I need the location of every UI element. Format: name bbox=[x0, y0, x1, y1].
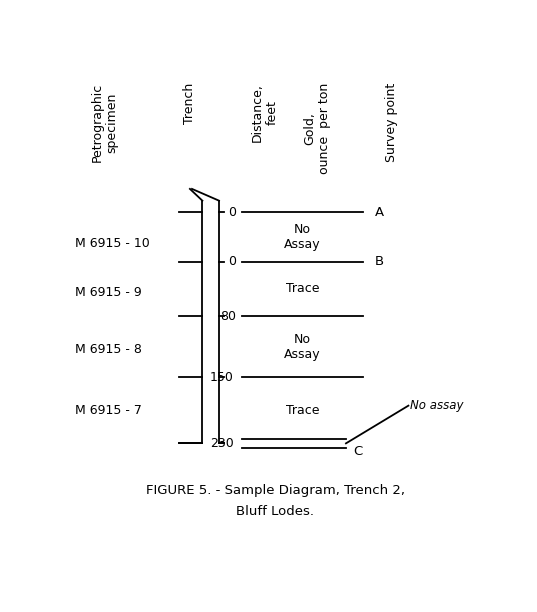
Text: 230: 230 bbox=[210, 437, 234, 450]
Text: Gold,
ounce  per ton: Gold, ounce per ton bbox=[303, 83, 331, 174]
Text: No assay: No assay bbox=[410, 399, 464, 412]
Text: M 6915 - 10: M 6915 - 10 bbox=[75, 237, 150, 250]
Text: 150: 150 bbox=[210, 371, 234, 384]
Text: FIGURE 5. - Sample Diagram, Trench 2,: FIGURE 5. - Sample Diagram, Trench 2, bbox=[146, 484, 405, 497]
Text: M 6915 - 9: M 6915 - 9 bbox=[75, 286, 142, 299]
Text: Trace: Trace bbox=[286, 404, 319, 417]
Text: 0: 0 bbox=[228, 255, 236, 269]
Text: M 6915 - 8: M 6915 - 8 bbox=[75, 343, 142, 356]
Text: Petrographic
specimen: Petrographic specimen bbox=[91, 83, 119, 162]
Text: Survey point: Survey point bbox=[385, 83, 398, 162]
Text: M 6915 - 7: M 6915 - 7 bbox=[75, 404, 142, 417]
Text: Distance,
feet: Distance, feet bbox=[251, 83, 279, 142]
Text: A: A bbox=[375, 206, 384, 219]
Text: B: B bbox=[375, 255, 384, 269]
Text: 0: 0 bbox=[228, 206, 236, 219]
Text: Trench: Trench bbox=[184, 83, 197, 124]
Text: Bluff Lodes.: Bluff Lodes. bbox=[236, 505, 314, 518]
Text: No
Assay: No Assay bbox=[284, 223, 321, 252]
Text: No
Assay: No Assay bbox=[284, 333, 321, 360]
Text: C: C bbox=[353, 445, 362, 458]
Text: Trace: Trace bbox=[286, 282, 319, 296]
Text: 80: 80 bbox=[220, 310, 236, 323]
